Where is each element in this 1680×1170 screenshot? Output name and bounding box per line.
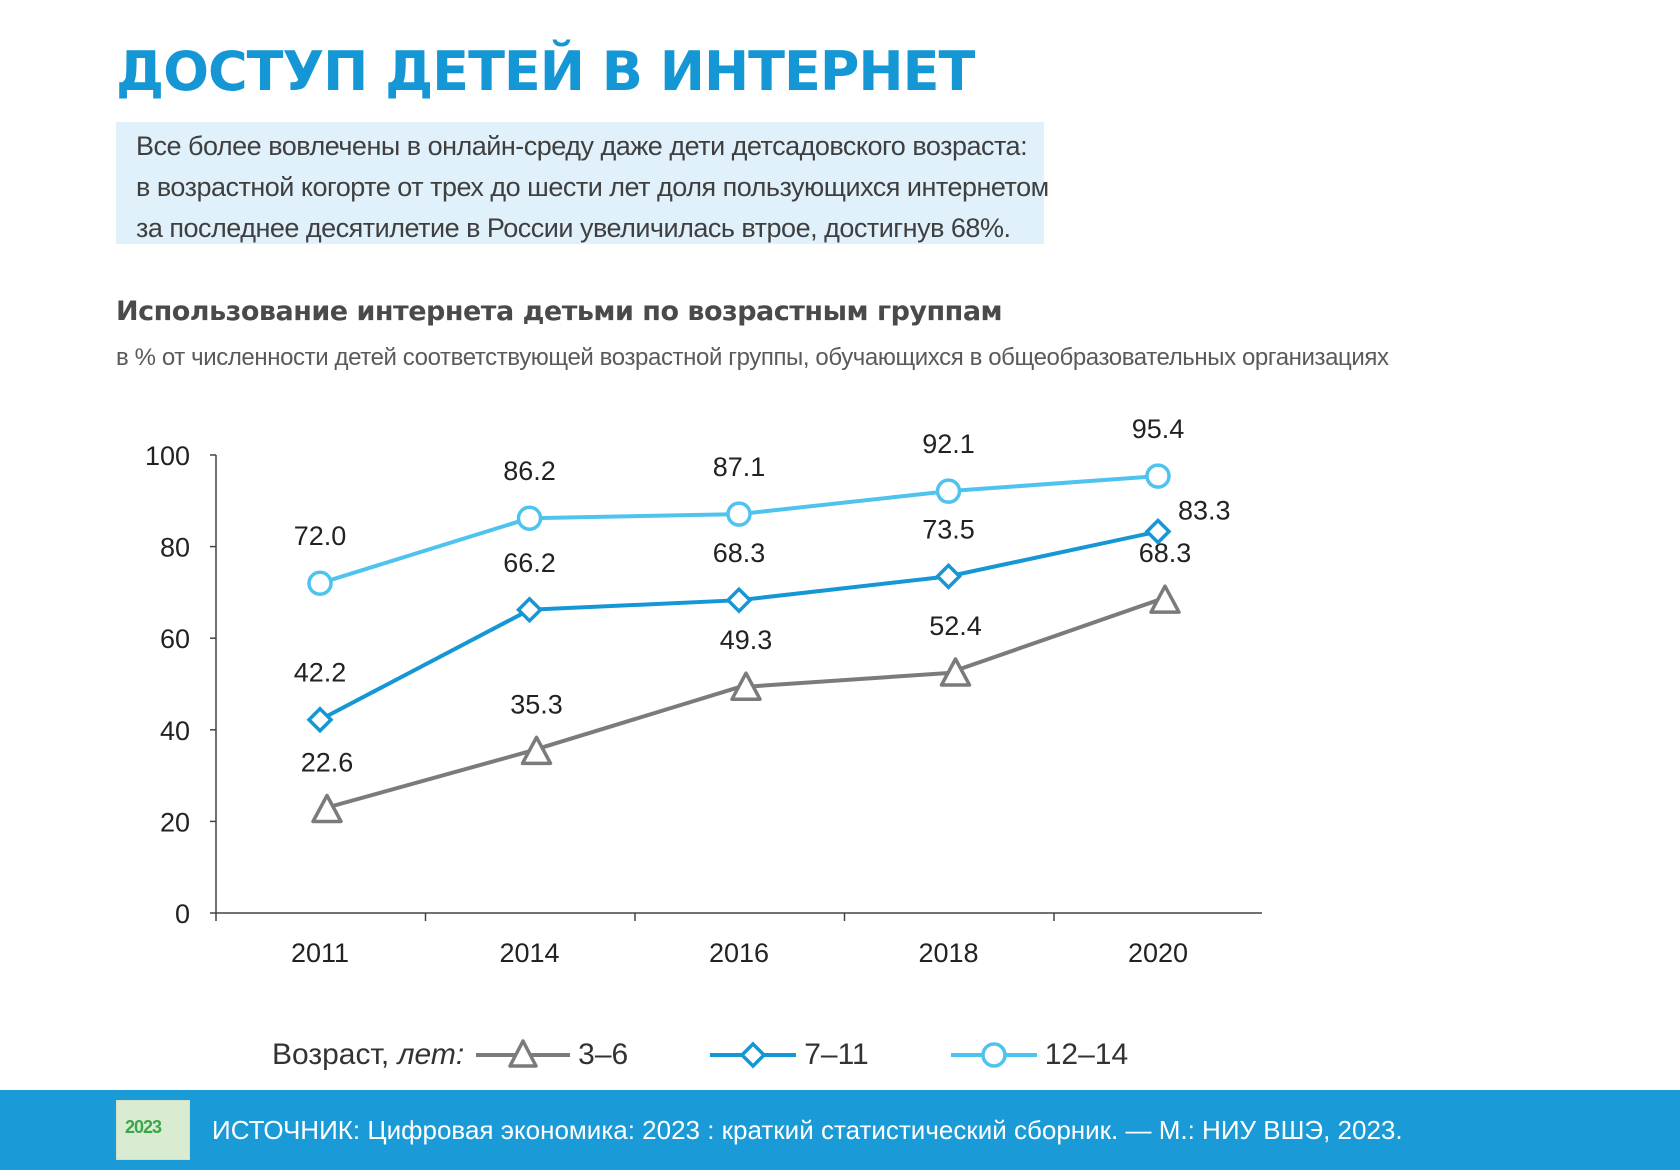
- data-label: 52.4: [929, 611, 982, 641]
- data-label: 86.2: [503, 456, 556, 486]
- legend-title-plain: Возраст,: [272, 1038, 398, 1071]
- data-point-triangle: [520, 735, 553, 766]
- page-title: ДОСТУП ДЕТЕЙ В ИНТЕРНЕТ: [116, 40, 975, 103]
- data-label: 92.1: [922, 429, 975, 459]
- footer-bar: 2023 ИСТОЧНИК: Цифровая экономика: 2023 …: [0, 1090, 1680, 1170]
- data-point-circle: [935, 478, 962, 504]
- y-tick-label: 60: [160, 624, 190, 654]
- data-point-diamond: [306, 706, 334, 734]
- data-label: 49.3: [720, 625, 773, 655]
- x-tick-label: 2011: [291, 938, 349, 968]
- y-tick-label: 0: [175, 899, 190, 929]
- data-point-diamond: [935, 562, 962, 590]
- y-tick-label: 20: [160, 807, 190, 837]
- circle-marker-icon: [950, 1042, 1037, 1068]
- data-point-circle: [726, 501, 752, 527]
- x-tick-label: 2016: [709, 938, 769, 968]
- y-tick-label: 100: [145, 441, 190, 471]
- source-citation: ИСТОЧНИК: Цифровая экономика: 2023 : кра…: [212, 1114, 1403, 1145]
- chart-legend: Возраст, лет: 3–6 7–11 12–14: [272, 1030, 1210, 1080]
- lead-box: Все более вовлечены в онлайн-среду даже …: [116, 122, 1049, 244]
- data-label: 42.2: [294, 658, 347, 688]
- chart-title: Использование интернета детьми по возрас…: [116, 296, 1003, 327]
- lead-line: Все более вовлечены в онлайн-среду даже …: [136, 131, 1028, 161]
- legend-label: 12–14: [1044, 1038, 1129, 1071]
- data-label: 68.3: [713, 538, 766, 568]
- data-point-triangle: [311, 793, 343, 824]
- lead-line: в возрастной когорте от трех до шести ле…: [136, 172, 1049, 202]
- legend-label: 3–6: [578, 1038, 629, 1071]
- data-point-circle: [516, 505, 543, 531]
- data-label: 72.0: [294, 521, 347, 551]
- data-point-triangle: [939, 657, 972, 687]
- source-book-cover-label: 2023: [125, 1117, 162, 1137]
- x-tick-label: 2020: [1128, 938, 1188, 968]
- legend-item-7-11: 7–11: [710, 1035, 869, 1075]
- lead-line: за последнее десятилетие в России увелич…: [136, 213, 1011, 243]
- data-label: 66.2: [503, 548, 556, 578]
- data-label: 35.3: [510, 689, 563, 719]
- data-point-triangle: [1149, 584, 1181, 614]
- data-point-diamond: [1144, 518, 1172, 545]
- x-tick-label: 2018: [918, 938, 978, 968]
- triangle-marker-icon: [476, 1039, 571, 1068]
- x-tick-label: 2014: [499, 938, 559, 968]
- data-point-circle: [307, 570, 333, 596]
- line-chart: 0 20 40 60 80 100 2011 2014 2016 2018 2020 22.6 35.3…: [145, 414, 1262, 968]
- chart-subtitle: в % от численности детей соответствующей…: [116, 344, 1389, 371]
- data-point-diamond: [516, 596, 543, 624]
- data-label: 22.6: [301, 747, 354, 777]
- y-tick-label: 80: [160, 533, 190, 563]
- data-point-diamond: [725, 586, 753, 614]
- legend-item-3-6: 3–6: [476, 1035, 628, 1075]
- y-tick-label: 40: [160, 716, 190, 746]
- legend-label: 7–11: [804, 1038, 869, 1071]
- data-label: 73.5: [922, 514, 975, 544]
- source-book-cover: 2023: [116, 1100, 190, 1160]
- diamond-marker-icon: [710, 1041, 797, 1069]
- data-point-triangle: [730, 671, 762, 701]
- legend-title-italic: лет:: [397, 1038, 465, 1071]
- data-label: 68.3: [1139, 538, 1192, 568]
- legend-item-12-14: 12–14: [950, 1035, 1129, 1075]
- legend-title: Возраст, лет:: [272, 1038, 464, 1072]
- data-label: 87.1: [713, 452, 766, 482]
- data-label: 95.4: [1132, 414, 1185, 444]
- data-label: 83.3: [1178, 495, 1231, 525]
- data-point-circle: [1145, 463, 1171, 489]
